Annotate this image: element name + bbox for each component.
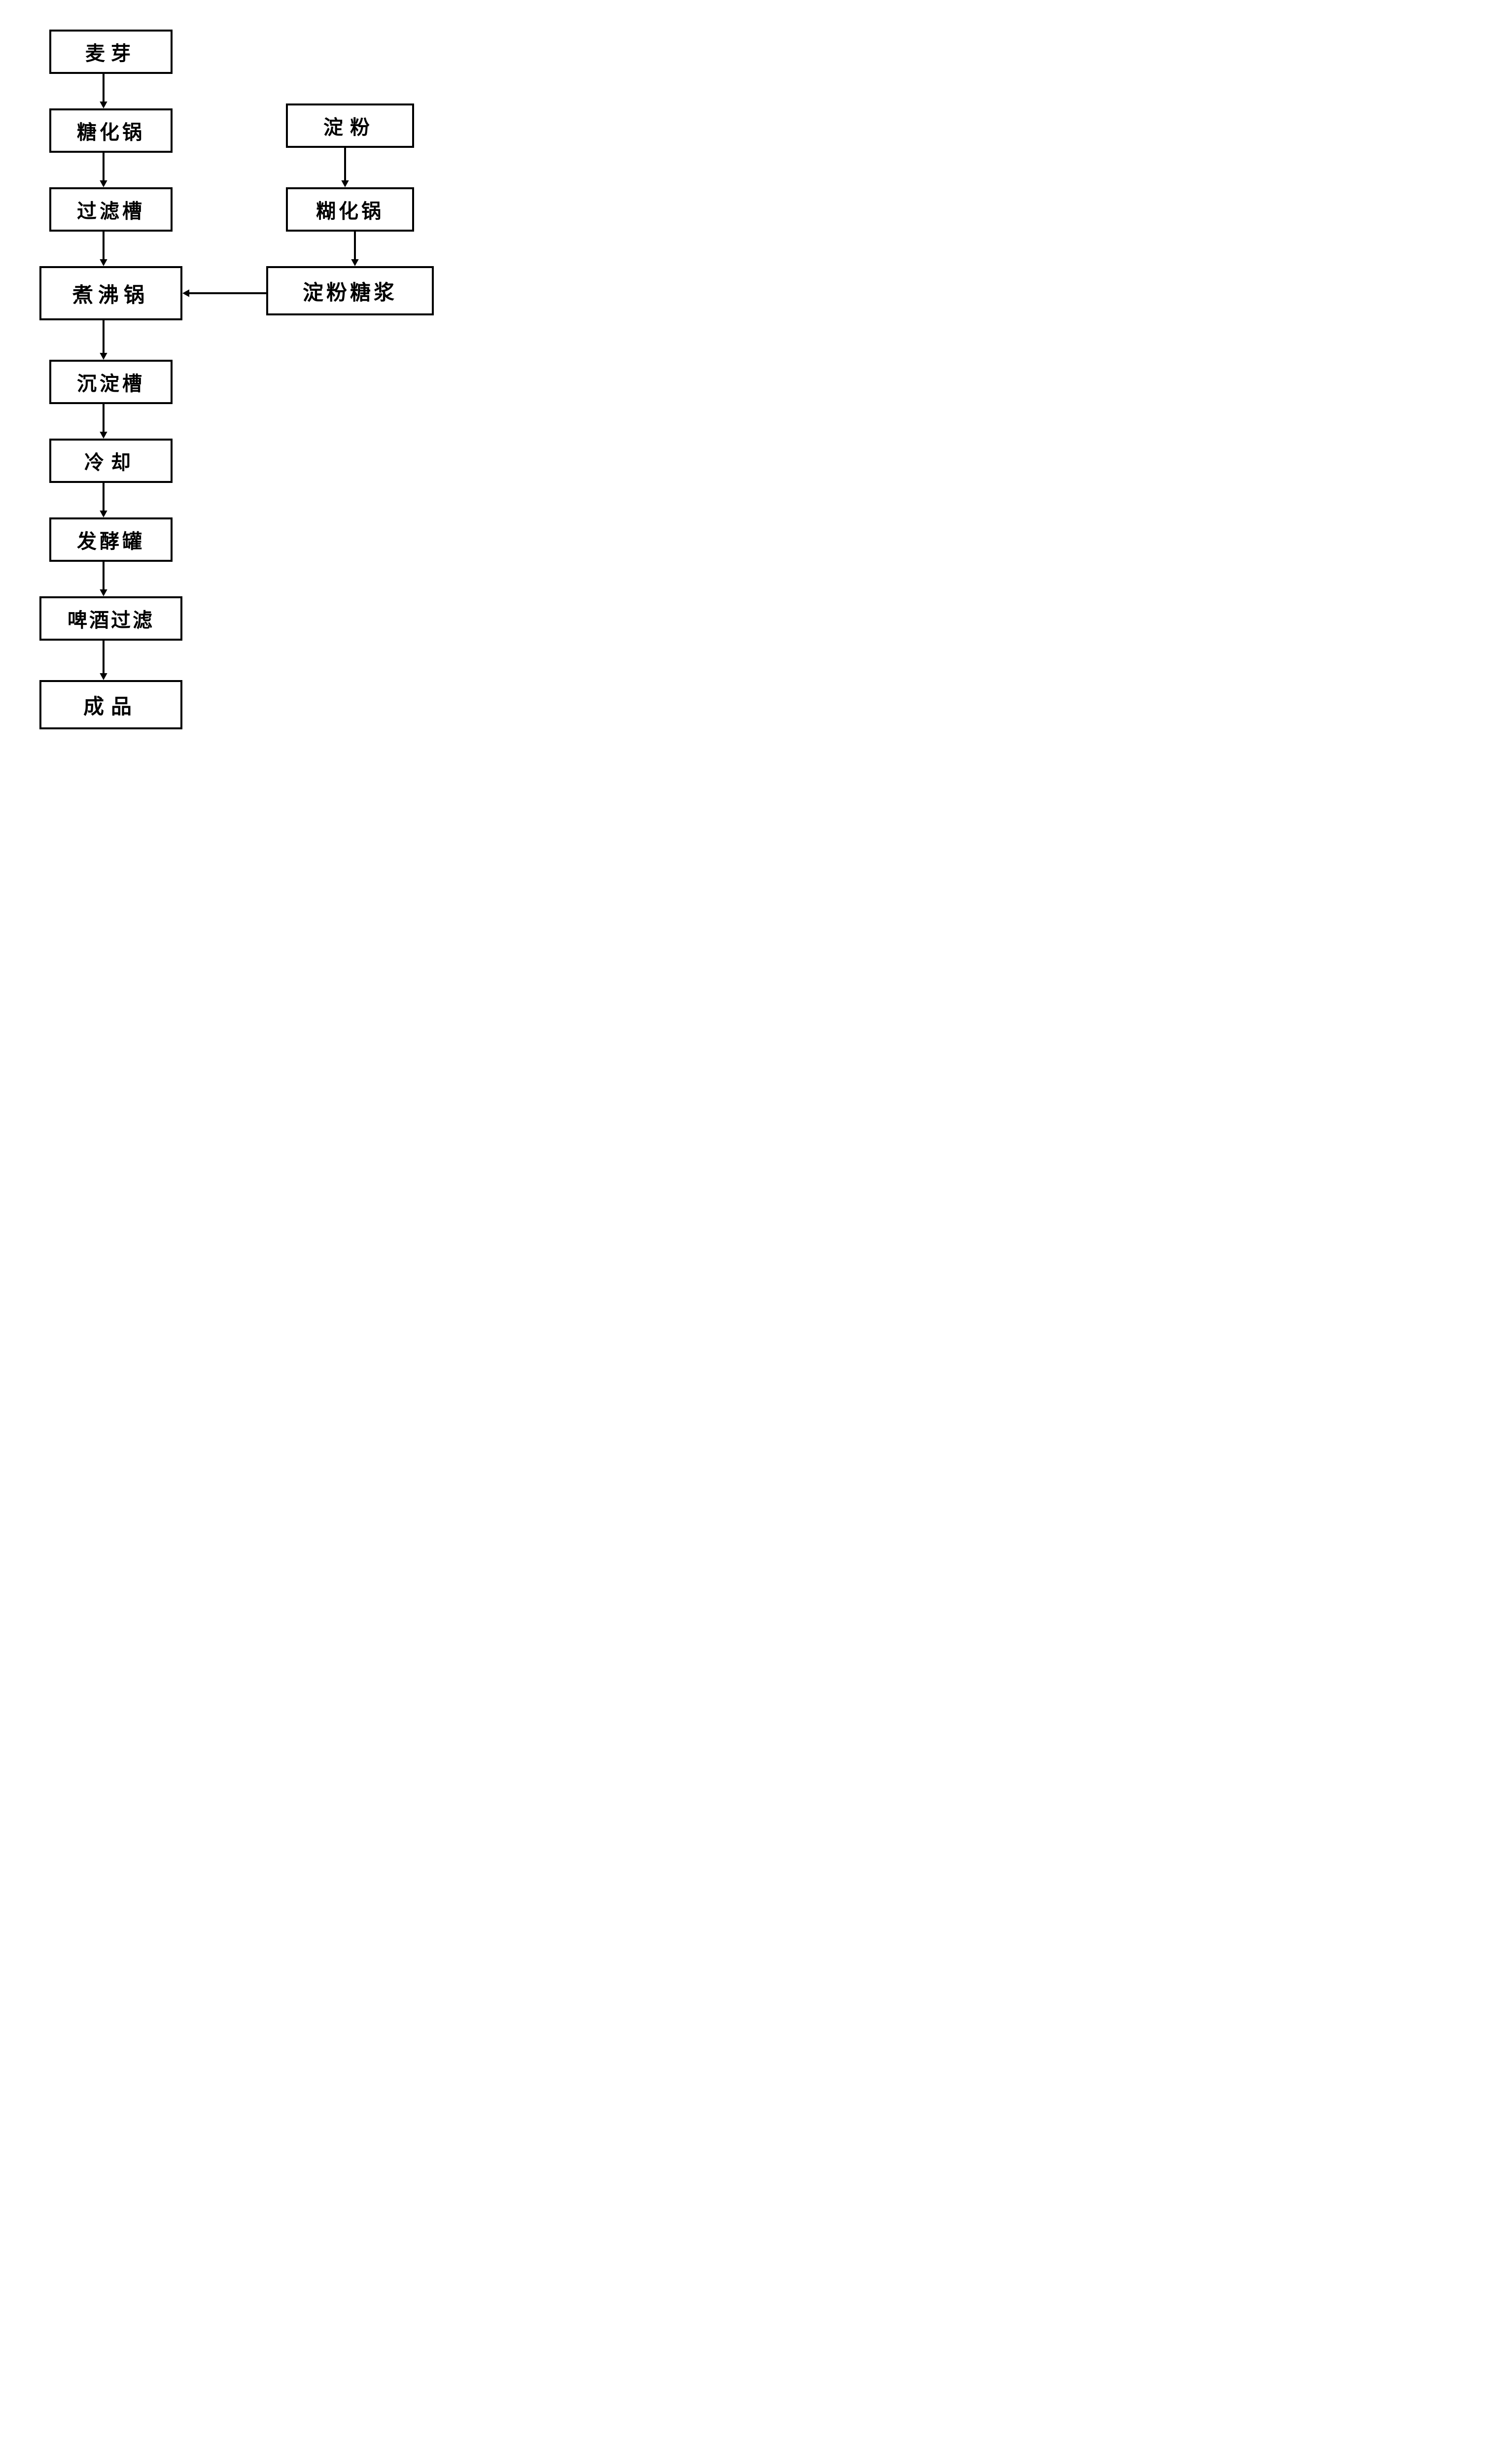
node-settle: 沉淀槽 <box>49 360 173 404</box>
arrowhead <box>341 180 349 187</box>
flowchart-container: 麦芽糖化锅过滤槽煮沸锅沉淀槽冷却发酵罐啤酒过滤成品 淀粉糊化锅淀粉糖浆 <box>20 20 463 808</box>
node-product: 成品 <box>39 680 182 729</box>
node-starch: 淀粉 <box>286 103 414 148</box>
node-label: 冷却 <box>84 446 138 475</box>
node-label: 沉淀槽 <box>77 368 145 396</box>
arrowhead <box>100 673 107 680</box>
node-label: 糖化锅 <box>77 116 145 145</box>
arrowhead <box>100 353 107 360</box>
node-label: 啤酒过滤 <box>68 604 154 633</box>
node-label: 麦芽 <box>85 37 137 66</box>
arrowhead <box>182 289 189 297</box>
node-label: 过滤槽 <box>77 195 145 224</box>
arrowhead <box>100 511 107 517</box>
node-cool: 冷却 <box>49 439 173 483</box>
node-malt: 麦芽 <box>49 30 173 74</box>
node-ferment: 发酵罐 <box>49 517 173 562</box>
node-mash: 糖化锅 <box>49 108 173 153</box>
node-label: 煮沸锅 <box>72 278 149 308</box>
node-boil: 煮沸锅 <box>39 266 182 320</box>
node-label: 发酵罐 <box>77 525 145 554</box>
node-label: 糊化锅 <box>316 195 384 224</box>
arrowhead <box>100 432 107 439</box>
node-gelat: 糊化锅 <box>286 187 414 232</box>
arrowhead <box>100 102 107 108</box>
node-filter: 过滤槽 <box>49 187 173 232</box>
node-label: 淀粉 <box>323 111 377 140</box>
node-beerfilter: 啤酒过滤 <box>39 596 182 641</box>
arrowhead <box>351 259 358 266</box>
arrowhead <box>100 259 107 266</box>
arrowhead <box>100 180 107 187</box>
arrowhead <box>100 589 107 596</box>
node-label: 淀粉糖浆 <box>303 276 397 306</box>
node-label: 成品 <box>83 690 139 720</box>
node-syrup: 淀粉糖浆 <box>266 266 434 315</box>
